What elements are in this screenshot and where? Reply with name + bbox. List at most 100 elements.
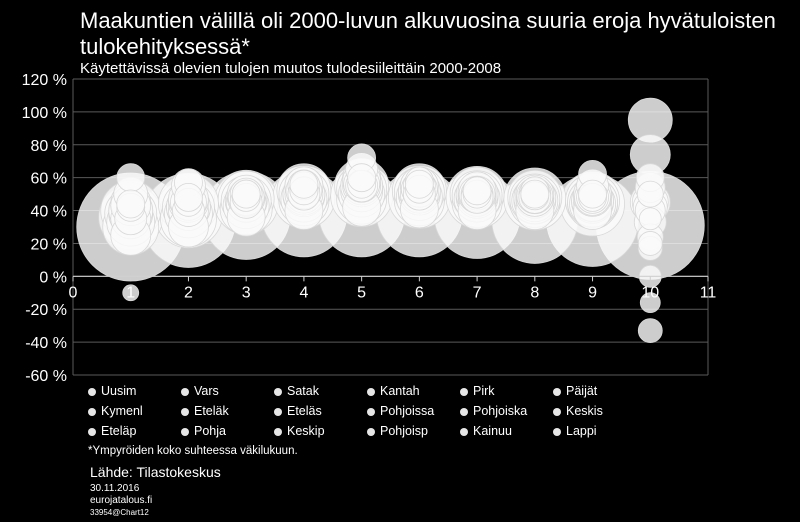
- legend-marker: [553, 427, 561, 436]
- x-tick-label: 1: [126, 284, 135, 301]
- bubble-eteläp-10: Eteläp: [639, 292, 661, 314]
- bubble-kainuu-3: Kainuu: [231, 179, 261, 209]
- legend-item-lappi: Lappi: [553, 424, 597, 438]
- legend-label: Pohjoiska: [473, 404, 528, 418]
- y-tick-label: 0 %: [39, 269, 67, 286]
- y-tick-label: 120 %: [22, 72, 67, 89]
- legend-marker: [181, 387, 189, 396]
- y-tick-label: 80 %: [31, 138, 67, 155]
- x-tick-label: 3: [242, 284, 251, 301]
- bubble-pohjoissa-10: Pohjoissa: [636, 180, 664, 208]
- legend-item-keskis: Keskis: [553, 404, 603, 418]
- legend-label: Satak: [287, 384, 319, 398]
- legend-label: Eteläk: [194, 404, 229, 418]
- bubble-kainuu-7: Kainuu: [462, 176, 492, 206]
- y-tick-label: -60 %: [25, 368, 67, 385]
- legend-label: Vars: [194, 384, 219, 398]
- legend-label: Eteläs: [287, 404, 322, 418]
- chart-code: 33954@Chart12: [90, 508, 149, 517]
- chart-title: Maakuntien välillä oli 2000-luvun alkuvu…: [80, 8, 776, 59]
- legend-label: Kainuu: [473, 424, 512, 438]
- y-tick-label: 40 %: [31, 204, 67, 221]
- bubble-kainuu-10: Kainuu: [637, 318, 663, 344]
- legend-label: Päijät: [566, 384, 598, 398]
- legend-label: Pohja: [194, 424, 226, 438]
- legend-marker: [367, 407, 375, 416]
- source-text: Lähde: Tilastokeskus: [90, 464, 221, 480]
- legend-label: Pohjoisp: [380, 424, 428, 438]
- bubble-kainuu-2: Kainuu: [174, 182, 203, 212]
- legend-label: Pirk: [473, 384, 495, 398]
- legend-item-pohja: Pohja: [181, 424, 226, 438]
- bubble-kainuu-4: Kainuu: [289, 169, 319, 199]
- x-tick-label: 5: [357, 284, 366, 301]
- legend-item-kymenl: Kymenl: [88, 404, 143, 418]
- legend-item-uusim: Uusim: [88, 384, 136, 398]
- legend-item-keskip: Keskip: [274, 424, 325, 438]
- x-tick-label: 4: [299, 284, 308, 301]
- bubble-kainuu-8: Kainuu: [520, 179, 550, 209]
- x-tick-label: 8: [530, 284, 539, 301]
- legend-label: Lappi: [566, 424, 597, 438]
- legend-item-päijät: Päijät: [553, 384, 597, 398]
- legend-marker: [367, 427, 375, 436]
- legend-marker: [553, 387, 561, 396]
- legend-item-kainuu: Kainuu: [460, 424, 512, 438]
- x-tick-label: 11: [700, 284, 717, 301]
- y-tick-label: 100 %: [22, 105, 67, 122]
- legend-label: Uusim: [101, 384, 137, 398]
- legend-label: Pohjoissa: [380, 404, 435, 418]
- site-text: eurojatalous.fi: [90, 495, 153, 506]
- legend-item-pohjoiska: Pohjoiska: [460, 404, 527, 418]
- legend-marker: [274, 407, 282, 416]
- legend-marker: [460, 407, 468, 416]
- axes: -60 % -40 % -20 % 0 % 20 % 40 % 60 % 80 % 100 % 1…: [22, 72, 717, 385]
- x-tick-label: 10: [641, 284, 659, 301]
- legend-marker: [181, 407, 189, 416]
- y-tick-label: 20 %: [31, 236, 67, 253]
- bubble-keskip-10: Keskip: [638, 207, 662, 231]
- bubble-kainuu-1: Kainuu: [116, 189, 146, 219]
- y-tick-label: -40 %: [25, 335, 67, 352]
- y-tick-label: 60 %: [31, 171, 67, 188]
- bubbles: UusimUusimUusimUusimUusimUusimUusimUusim…: [76, 97, 705, 344]
- bubble-kainuu-5: Kainuu: [347, 163, 377, 193]
- legend-item-vars: Vars: [181, 384, 219, 398]
- legend-marker: [553, 407, 561, 416]
- x-tick-label: 2: [184, 284, 193, 301]
- x-tick-label: 9: [588, 284, 597, 301]
- legend-label: Kantah: [380, 384, 420, 398]
- legend-marker: [88, 387, 96, 396]
- legend-item-kantah: Kantah: [367, 384, 420, 398]
- legend-label: Kymenl: [101, 404, 143, 418]
- legend-marker: [274, 387, 282, 396]
- legend-marker: [460, 387, 468, 396]
- bubble-lappi-10: Lappi: [637, 231, 663, 256]
- legend-item-eteläs: Eteläs: [274, 404, 322, 418]
- legend-marker: [88, 407, 96, 416]
- legend-item-pohjoisp: Pohjoisp: [367, 424, 428, 438]
- legend-label: Eteläp: [101, 424, 137, 438]
- legend-marker: [367, 387, 375, 396]
- legend-item-satak: Satak: [274, 384, 319, 398]
- x-tick-label: 7: [473, 284, 482, 301]
- legend-label: Keskip: [287, 424, 325, 438]
- x-tick-label: 6: [415, 284, 424, 301]
- legend-label: Keskis: [566, 404, 603, 418]
- legend-marker: [181, 427, 189, 436]
- y-tick-label: -20 %: [25, 302, 67, 319]
- size-note: *Ympyröiden koko suhteessa väkilukuun.: [88, 445, 298, 457]
- bubble-lappi-1: Lappi: [122, 284, 140, 302]
- legend-marker: [274, 427, 282, 436]
- legend-item-eteläp: Eteläp: [88, 424, 136, 438]
- date-text: 30.11.2016: [90, 483, 140, 494]
- legend-item-pohjoissa: Pohjoissa: [367, 404, 434, 418]
- legend-item-eteläk: Eteläk: [181, 404, 229, 418]
- x-tick-label: 0: [69, 284, 78, 301]
- legend-marker: [460, 427, 468, 436]
- bubble-kainuu-9: Kainuu: [578, 179, 607, 209]
- bubble-kainuu-6: Kainuu: [404, 169, 434, 199]
- chart-subtitle: Käytettävissä olevien tulojen muutos tul…: [80, 60, 502, 77]
- legend-marker: [88, 427, 96, 436]
